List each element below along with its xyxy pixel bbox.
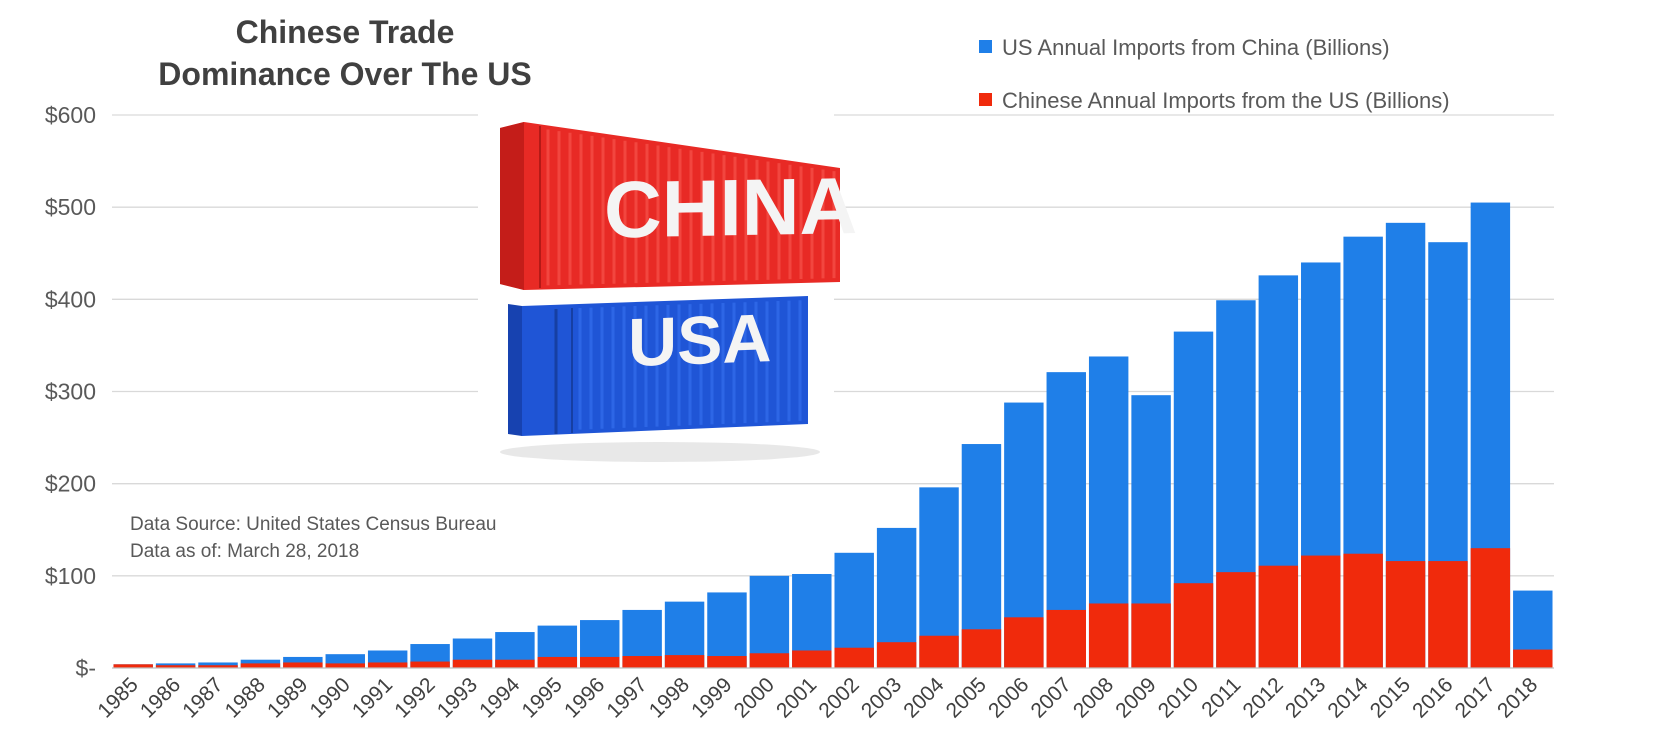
y-tick-label: $400 [45,286,96,312]
x-tick-label: 2005 [942,673,991,722]
x-tick-label: 1996 [560,673,609,722]
chart-title-line-2: Dominance Over The US [158,56,531,92]
x-tick-label: 2002 [814,673,863,722]
bar-china-imports-1985 [113,664,153,668]
x-tick-label: 2003 [857,673,906,722]
x-tick-label: 2018 [1493,673,1542,722]
bar-china-imports-2000 [749,653,790,668]
x-tick-label: 2010 [1154,673,1203,722]
y-tick-label: $200 [45,471,96,497]
x-tick-label: 1994 [475,673,525,723]
x-tick-label: 2004 [899,673,949,723]
x-tick-label: 1985 [93,673,142,722]
bar-china-imports-2003 [876,642,917,668]
bar-china-imports-1993 [452,659,493,668]
bar-china-imports-2001 [792,650,832,668]
bars [113,202,1553,668]
bar-china-imports-1987 [198,665,238,668]
bar-china-imports-2016 [1428,561,1468,668]
usa-container-body [522,296,808,436]
x-tick-label: 1990 [306,673,355,722]
bar-china-imports-1999 [707,656,747,668]
bar-china-imports-2005 [961,629,1002,668]
usa-container-label: USA [628,300,772,381]
x-tick-label: 1999 [687,673,736,722]
x-tick-label: 2000 [730,673,779,722]
usa-container: USA [508,296,808,436]
bar-china-imports-2013 [1301,555,1341,668]
y-tick-label: $300 [45,379,96,405]
bar-china-imports-2006 [1004,617,1044,668]
x-tick-label: 2011 [1197,673,1245,721]
x-tick-label: 2016 [1408,673,1457,722]
containers-illustration: USA CHINA [478,108,857,463]
x-tick-label: 1995 [518,673,567,722]
bar-china-imports-2010 [1173,583,1214,668]
bar-china-imports-1991 [367,662,408,668]
bar-china-imports-1992 [410,661,450,668]
bar-china-imports-1986 [155,665,196,668]
bar-china-imports-2011 [1216,572,1256,668]
bar-us-imports-1999 [707,592,747,668]
x-tick-label: 2007 [1027,673,1076,722]
legend-label-us-imports: US Annual Imports from China (Billions) [1002,35,1390,60]
x-tick-label: 1991 [348,673,397,722]
bar-china-imports-2014 [1343,553,1383,668]
x-tick-label: 1993 [433,673,482,722]
x-tick-label: 2009 [1111,673,1160,722]
x-tick-label: 2013 [1281,673,1330,722]
legend-swatch-us-imports [979,40,992,53]
x-tick-label: 1998 [645,673,694,722]
x-tick-label: 2017 [1451,673,1500,722]
data-date-note: Data as of: March 28, 2018 [130,541,359,562]
x-tick-label: 2001 [772,673,821,722]
bar-china-imports-2009 [1131,603,1171,668]
bar-us-imports-2000 [749,575,790,668]
legend-label-china-imports: Chinese Annual Imports from the US (Bill… [1002,88,1450,113]
bar-china-imports-1990 [325,663,365,668]
y-tick-label: $100 [45,563,96,589]
x-tick-label: 2006 [984,673,1033,722]
legend: US Annual Imports from China (Billions) … [979,35,1450,113]
x-tick-label: 1992 [390,673,439,722]
x-tick-label: 1997 [602,673,651,722]
x-tick-label: 2008 [1069,673,1118,722]
china-container: CHINA [500,122,857,290]
x-tick-label: 2012 [1239,673,1288,722]
bar-china-imports-2018 [1513,649,1553,668]
bar-china-imports-2012 [1258,565,1299,668]
x-tick-label: 1986 [136,673,185,722]
bar-china-imports-1996 [580,656,620,668]
x-tick-label: 2015 [1366,673,1415,722]
china-container-label: CHINA [604,161,857,254]
x-tick-label: 1987 [178,673,227,722]
x-tick-label: 1989 [263,673,312,722]
bar-china-imports-1988 [240,663,281,668]
y-tick-label: $600 [45,102,96,128]
x-tick-label: 1988 [221,673,270,722]
bar-china-imports-2017 [1470,548,1511,668]
bar-china-imports-2008 [1088,603,1129,668]
legend-swatch-china-imports [979,93,992,106]
bar-china-imports-1989 [283,662,323,668]
y-tick-label: $- [76,655,96,681]
x-tick-label: 2014 [1323,673,1373,723]
bar-china-imports-2002 [834,647,874,668]
bar-china-imports-2015 [1385,561,1426,668]
bar-china-imports-2004 [919,635,959,668]
bar-china-imports-1998 [664,655,705,668]
bar-china-imports-1995 [537,656,578,668]
bar-china-imports-1997 [622,656,662,668]
chart-title-line-1: Chinese Trade [236,14,455,50]
data-source-note: Data Source: United States Census Bureau [130,514,496,535]
bar-china-imports-2007 [1046,609,1086,668]
bar-china-imports-1994 [495,659,535,668]
y-tick-label: $500 [45,194,96,220]
